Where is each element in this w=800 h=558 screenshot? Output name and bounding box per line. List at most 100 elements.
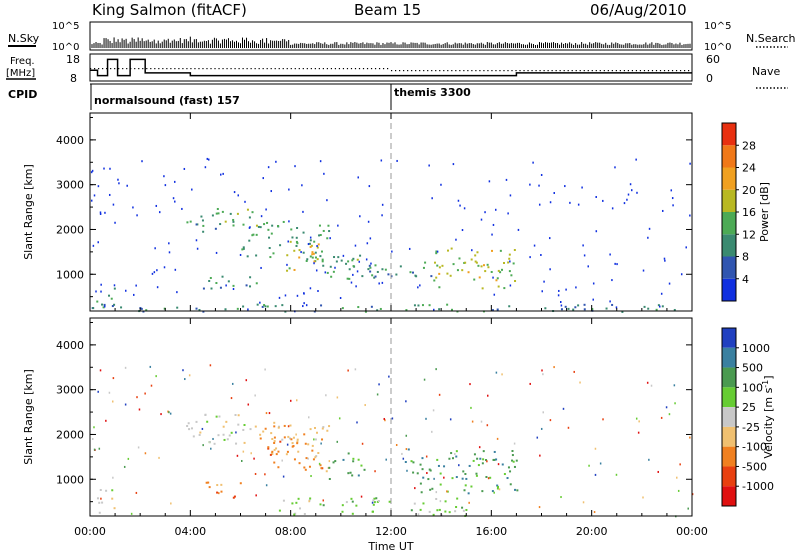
nave-dot (246, 68, 248, 70)
power-cell (595, 230, 598, 233)
velocity-cell (201, 427, 204, 430)
nave-dot (258, 68, 260, 70)
power-cell (348, 277, 351, 280)
velocity-cell (602, 418, 604, 421)
power-cell (255, 233, 258, 236)
velocity-cell (676, 476, 678, 479)
velocity-cell (235, 431, 237, 434)
velocity-cell (158, 456, 160, 459)
velocity-cell (253, 457, 255, 460)
power-cell (499, 271, 502, 274)
power-cell (302, 231, 305, 234)
velocity-cell (448, 511, 451, 514)
nave-dot (547, 70, 549, 72)
cbar-swatch (722, 426, 736, 447)
nave-dot (138, 68, 140, 70)
cbar-swatch (722, 123, 736, 146)
power-cell (368, 264, 371, 267)
velocity-cell (407, 448, 410, 451)
velocity-cell (283, 424, 286, 427)
cbar-swatch (722, 167, 736, 190)
power-cell (369, 237, 372, 240)
power-cell (209, 276, 212, 279)
velocity-cell (315, 431, 318, 434)
power-cell (370, 305, 373, 308)
velocity-cell (401, 452, 403, 455)
nave-dot (535, 70, 537, 72)
power-cell (369, 270, 372, 273)
power-cell (263, 304, 266, 307)
velocity-cell (493, 458, 496, 461)
velocity-cell (267, 447, 270, 450)
power-cell (602, 199, 604, 202)
freq-unit: [MHz] (6, 68, 35, 79)
velocity-cell (679, 463, 681, 466)
velocity-cell (438, 508, 441, 511)
power-cell (96, 300, 99, 303)
nave-dot (683, 70, 686, 72)
velocity-cell (192, 435, 195, 438)
velocity-cell (553, 366, 555, 369)
power-cell (376, 270, 379, 273)
velocity-cell (170, 502, 172, 505)
power-cell (494, 208, 497, 211)
power-cell (441, 264, 444, 267)
power-cell (195, 307, 198, 310)
velocity-cell (298, 462, 301, 465)
power-cell (262, 177, 265, 180)
power-cell (621, 310, 624, 313)
power-cell (352, 257, 355, 260)
power-cell (156, 286, 159, 289)
power-cell (357, 176, 359, 179)
velocity-cell (322, 504, 325, 507)
power-cell (380, 159, 383, 162)
power-cell (433, 308, 435, 311)
velocity-cell (372, 503, 375, 506)
power-cell (484, 211, 486, 214)
velocity-cell (374, 470, 376, 473)
power-cell (295, 240, 298, 243)
velocity-cell (97, 390, 99, 393)
nave-dot (166, 68, 168, 70)
power-cell (419, 284, 421, 287)
velocity-cell (268, 412, 271, 415)
power-cell (548, 237, 551, 240)
velocity-cell (496, 487, 499, 490)
nave-dot (326, 68, 328, 70)
power-cell (91, 169, 94, 172)
power-cell (581, 186, 583, 189)
power-cell (242, 305, 245, 308)
power-cell (158, 211, 161, 214)
velocity-cell (579, 381, 581, 384)
power-cell (222, 172, 224, 175)
power-cell (365, 258, 368, 261)
velocity-cell (431, 430, 433, 433)
velocity-cell (144, 392, 146, 395)
velocity-colorbar: 1000 500 100 25 -25 -100 -500 -1000 (721, 327, 774, 507)
nave-dot (591, 70, 593, 72)
power-cell (339, 296, 342, 299)
velocity-cell (471, 420, 474, 423)
velocity-cell (295, 399, 298, 402)
nave-dot (539, 70, 541, 72)
power-cell (626, 198, 628, 201)
power-cell (305, 259, 308, 262)
power-cell (245, 284, 248, 287)
velocity-cell (264, 368, 266, 371)
power-cell (359, 215, 361, 218)
power-cell (100, 283, 102, 286)
velocity-cell (467, 492, 470, 495)
nave-dot (154, 68, 156, 70)
velocity-cell (144, 452, 147, 455)
velocity-cell (371, 501, 374, 504)
nave-dot (623, 70, 625, 72)
power-cell (103, 167, 105, 170)
velocity-cell (635, 417, 638, 420)
cbar-tick-label: 4 (742, 273, 749, 286)
velocity-cell (124, 403, 127, 406)
velocity-cell (516, 489, 519, 492)
nave-dot (94, 68, 96, 70)
power-cell (232, 284, 235, 287)
power-cell (629, 183, 632, 186)
velocity-cell (657, 470, 659, 473)
